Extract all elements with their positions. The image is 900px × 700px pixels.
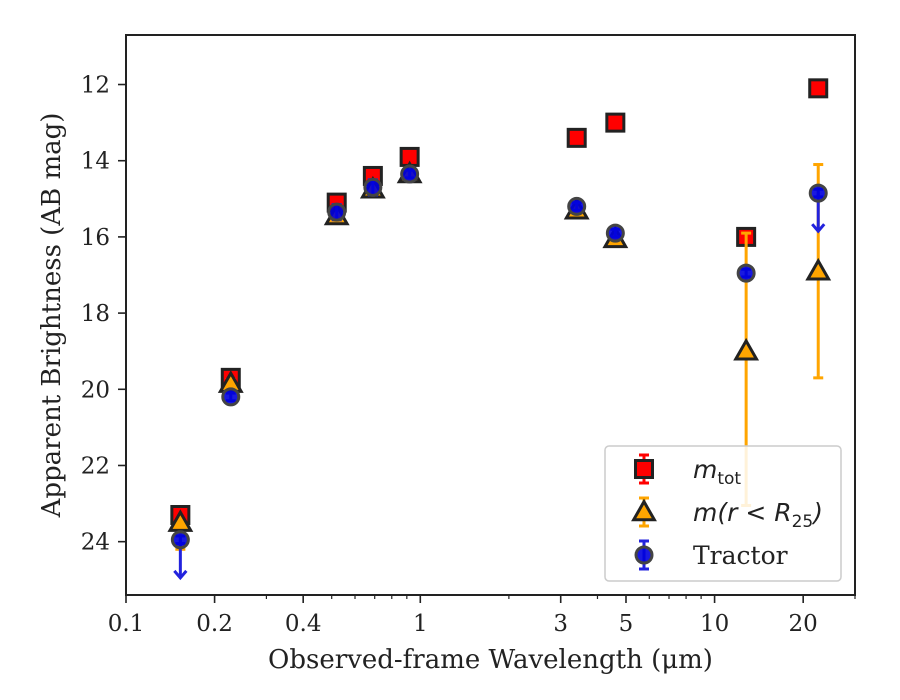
legend-entry: mtot — [634, 453, 741, 489]
data-point — [605, 223, 625, 243]
data-point — [808, 78, 829, 99]
data-point — [400, 164, 420, 184]
data-point — [170, 530, 190, 550]
legend-marker — [634, 459, 654, 479]
legend-entry: Tractor — [634, 539, 788, 571]
x-tick-label: 0.2 — [196, 611, 233, 637]
legend-marker — [634, 545, 654, 565]
data-point — [808, 183, 828, 203]
series-tractor — [170, 164, 828, 581]
legend-marker — [631, 498, 657, 522]
y-tick-label: 12 — [81, 73, 110, 99]
x-tick-label: 1 — [413, 611, 428, 637]
upper-limit-arrow-head — [811, 223, 826, 234]
y-tick-label: 16 — [81, 225, 110, 251]
x-tick-label: 0.4 — [285, 611, 322, 637]
x-tick-label: 5 — [619, 611, 634, 637]
legend-entry: m(r < R25) — [631, 496, 823, 532]
data-point — [363, 177, 383, 197]
plot-frame — [125, 34, 856, 596]
data-point — [733, 337, 760, 361]
upper-limit-arrow-head — [173, 569, 188, 581]
data-point — [327, 202, 347, 222]
legend-label: mtot — [693, 455, 741, 489]
data-point — [567, 196, 587, 216]
plot-layer — [167, 78, 832, 581]
y-tick-label: 24 — [81, 530, 110, 556]
data-point — [221, 387, 241, 407]
legend-label: m(r < R25) — [693, 498, 823, 532]
ticks-layer: 0.1 0.2 0.4 1 3 5 10 20 12 14 16 18 20 22 24 — [81, 73, 856, 637]
x-tick-label: 3 — [553, 611, 568, 637]
legend: mtot m(r < R25) Tractor — [604, 445, 842, 582]
data-point — [805, 257, 832, 281]
x-tick-label: 0.1 — [108, 611, 145, 637]
x-axis-label: Observed-frame Wavelength (μm) — [268, 645, 713, 675]
x-tick-label: 10 — [700, 611, 729, 637]
y-tick-label: 14 — [81, 149, 110, 175]
legend-frame — [604, 445, 842, 582]
data-point — [566, 127, 587, 148]
y-tick-label: 20 — [81, 377, 110, 403]
data-point — [736, 263, 756, 283]
y-axis-label: Apparent Brightness (AB mag) — [37, 113, 67, 519]
y-tick-label: 22 — [81, 453, 110, 479]
legend-label: Tractor — [693, 541, 788, 570]
data-point — [605, 112, 626, 133]
x-tick-label: 20 — [789, 611, 818, 637]
y-tick-label: 18 — [81, 301, 110, 327]
